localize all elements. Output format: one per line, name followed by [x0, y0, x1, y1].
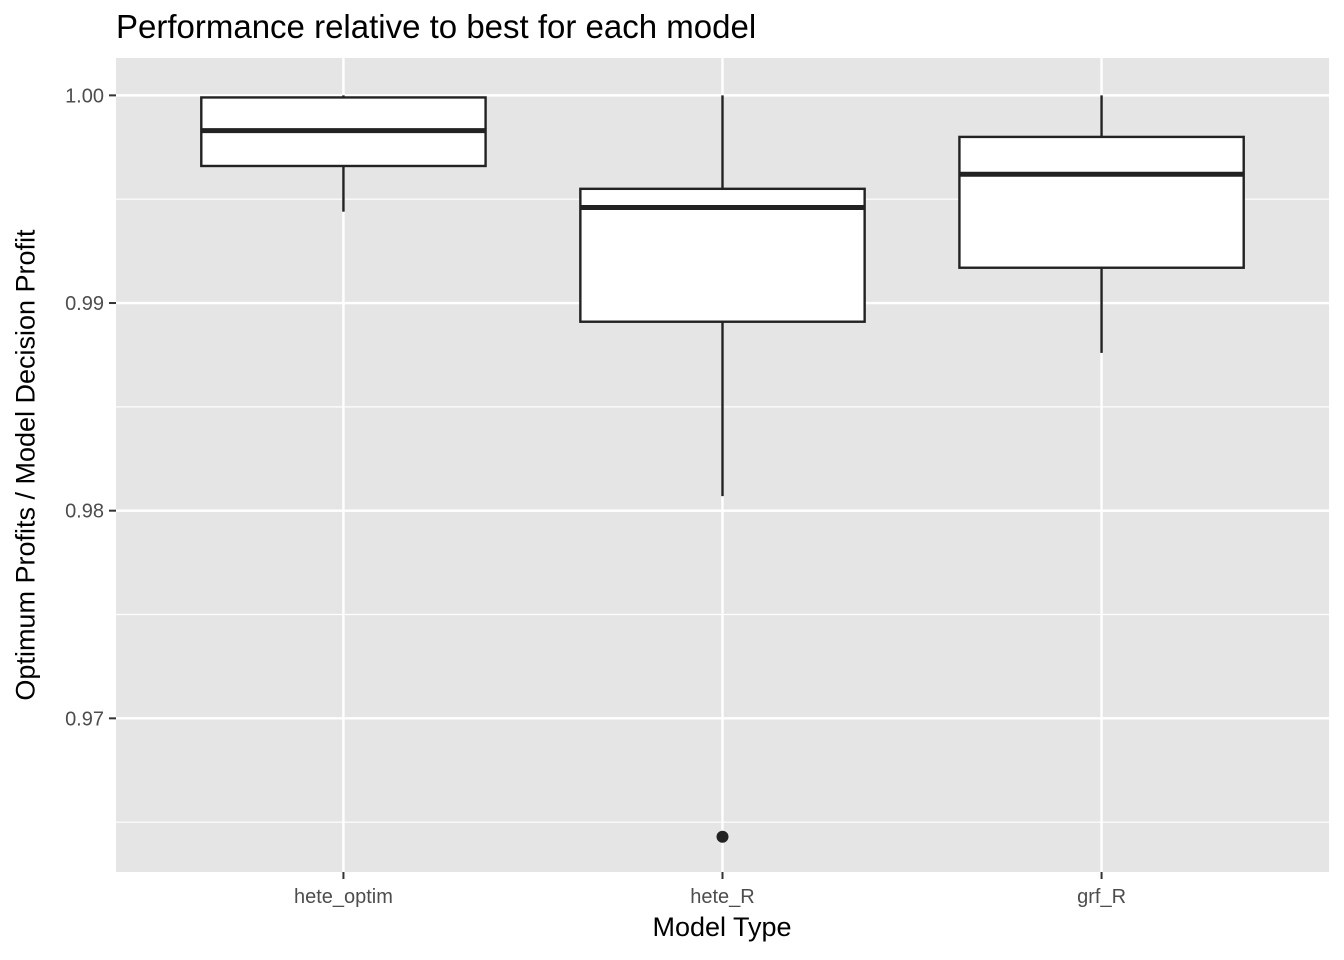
x-tick-label: grf_R	[1077, 886, 1126, 908]
y-tick-label: 0.99	[65, 293, 104, 315]
y-tick-label: 0.97	[65, 708, 104, 730]
box-hete_R	[579, 187, 866, 323]
box-grf_R	[958, 135, 1245, 269]
x-axis-label: Model Type	[652, 912, 792, 942]
x-tick-label: hete_R	[690, 886, 755, 908]
x-tick-label: hete_optim	[294, 886, 393, 908]
chart-title: Performance relative to best for each mo…	[116, 8, 757, 45]
y-tick-label: 0.98	[65, 501, 104, 523]
y-tick-label: 1.00	[65, 85, 104, 107]
outlier-point	[716, 830, 729, 843]
